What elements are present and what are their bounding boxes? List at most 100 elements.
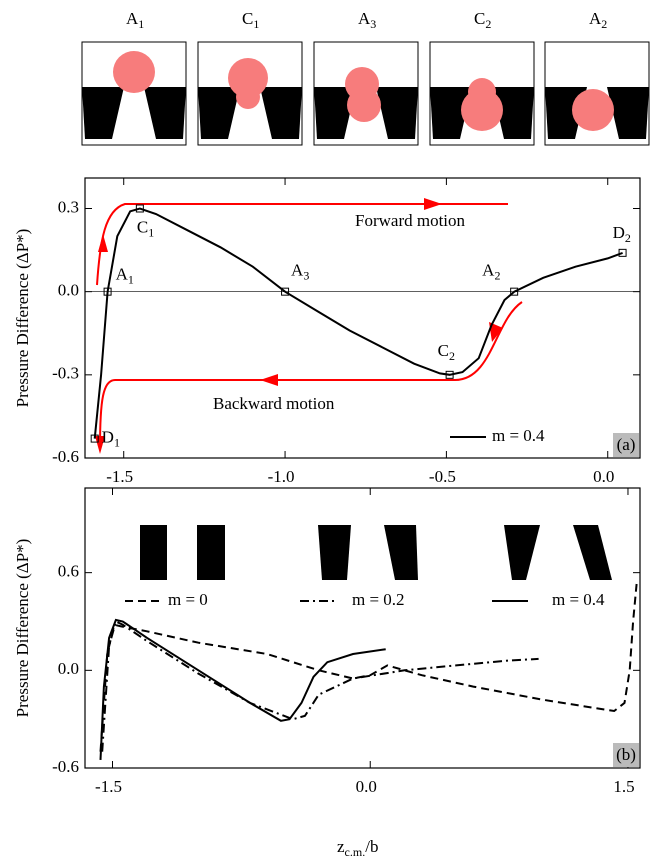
x-tick-label: 0.0 [593,467,614,486]
y-tick-label: -0.3 [52,364,79,383]
plate [430,87,472,139]
x-tick-label: -1.5 [106,467,133,486]
point-label-sub: 1 [148,225,154,239]
series-line [101,620,539,752]
plate [504,525,540,580]
panel-label: (a) [617,435,636,454]
point-label: A3 [291,261,309,283]
plate [197,525,225,580]
droplet [236,85,260,109]
x-axis-title-rest: /b [365,837,378,856]
point-marker [135,204,144,213]
panel-label-box [613,433,639,457]
point-label-sub: 2 [625,231,631,245]
backward-arrow [95,301,523,454]
plot-frame [84,487,641,769]
x-axis-title-main: z [337,837,345,856]
y-tick-label: 0.0 [58,659,79,678]
arrow-head [260,374,278,386]
legend-label: m = 0.4 [552,590,605,609]
y-tick-label: -0.6 [52,447,79,466]
inset-label: A1 [126,9,144,31]
plate [144,87,186,139]
plate [198,87,240,139]
droplet [113,51,155,93]
inset-label-main: A [126,9,139,28]
y-tick-label: 0.0 [58,281,79,300]
inset-label: C1 [242,9,259,31]
arrow-head [95,436,105,454]
droplet [347,88,381,122]
point-label-main: A [116,265,129,284]
y-tick-label: 0.3 [58,197,79,216]
point-label-main: D [102,428,114,447]
point-marker [445,370,454,379]
inset-label-sub: 1 [253,17,259,31]
droplet [461,89,503,131]
inset-label-sub: 1 [138,17,144,31]
point-label-sub: 1 [128,272,134,286]
point-label-main: C [137,217,148,236]
point-marker [103,287,112,296]
x-tick-label: -1.0 [268,467,295,486]
x-tick-label: 0.0 [356,777,377,796]
panel-label-box [613,743,639,767]
legend-label: m = 0.2 [352,590,405,609]
inset-label-main: A [358,9,371,28]
arrow-head [489,322,503,342]
y-axis-title: Pressure Difference (ΔP*) [13,229,32,408]
legend-label: m = 0.4 [492,426,545,445]
droplet [572,89,614,131]
point-label: A2 [482,261,500,283]
plate [607,87,649,139]
point-label: C2 [438,341,455,363]
point-label-main: A [482,261,495,280]
series-line [99,583,638,752]
point-label: A1 [116,265,134,287]
x-tick-label: 1.5 [613,777,634,796]
annotation: Backward motion [213,394,335,413]
plate [318,525,351,580]
point-label-sub: 2 [449,349,455,363]
annotation: Forward motion [355,211,466,230]
point-label: D2 [613,223,631,245]
point-label-main: A [291,261,304,280]
plate [492,87,534,139]
x-tick-label: -0.5 [429,467,456,486]
arrow-path [96,203,508,286]
arrow-path [99,301,523,449]
y-axis-title: Pressure Difference (ΔP*) [13,539,32,718]
series-line [93,207,623,439]
plate-icons [140,525,612,580]
point-label-main: C [438,341,449,360]
plate [573,525,612,580]
point-label-main: D [613,223,625,242]
point-marker [90,434,99,443]
point-label: C1 [137,217,154,239]
inset-label-main: C [474,9,485,28]
inset-label: A3 [358,9,376,31]
legend-label: m = 0 [168,590,208,609]
plate [384,525,418,580]
point-label-sub: 2 [494,268,500,282]
plate [82,87,124,139]
plate [140,525,167,580]
plate [314,87,356,139]
point-marker [618,248,627,257]
plot-frame [84,177,641,459]
y-tick-label: 0.6 [58,562,79,581]
inset-label: A2 [589,9,607,31]
point-label: D1 [102,428,120,450]
inset-label: C2 [474,9,491,31]
inset-label-sub: 2 [485,17,491,31]
forward-arrow [96,198,508,286]
y-tick-label: -0.6 [52,757,79,776]
plate [260,87,302,139]
point-marker [510,287,519,296]
inset-label-sub: 2 [601,17,607,31]
point-label-sub: 3 [303,268,309,282]
point-marker [281,287,290,296]
point-label-sub: 1 [114,435,120,449]
